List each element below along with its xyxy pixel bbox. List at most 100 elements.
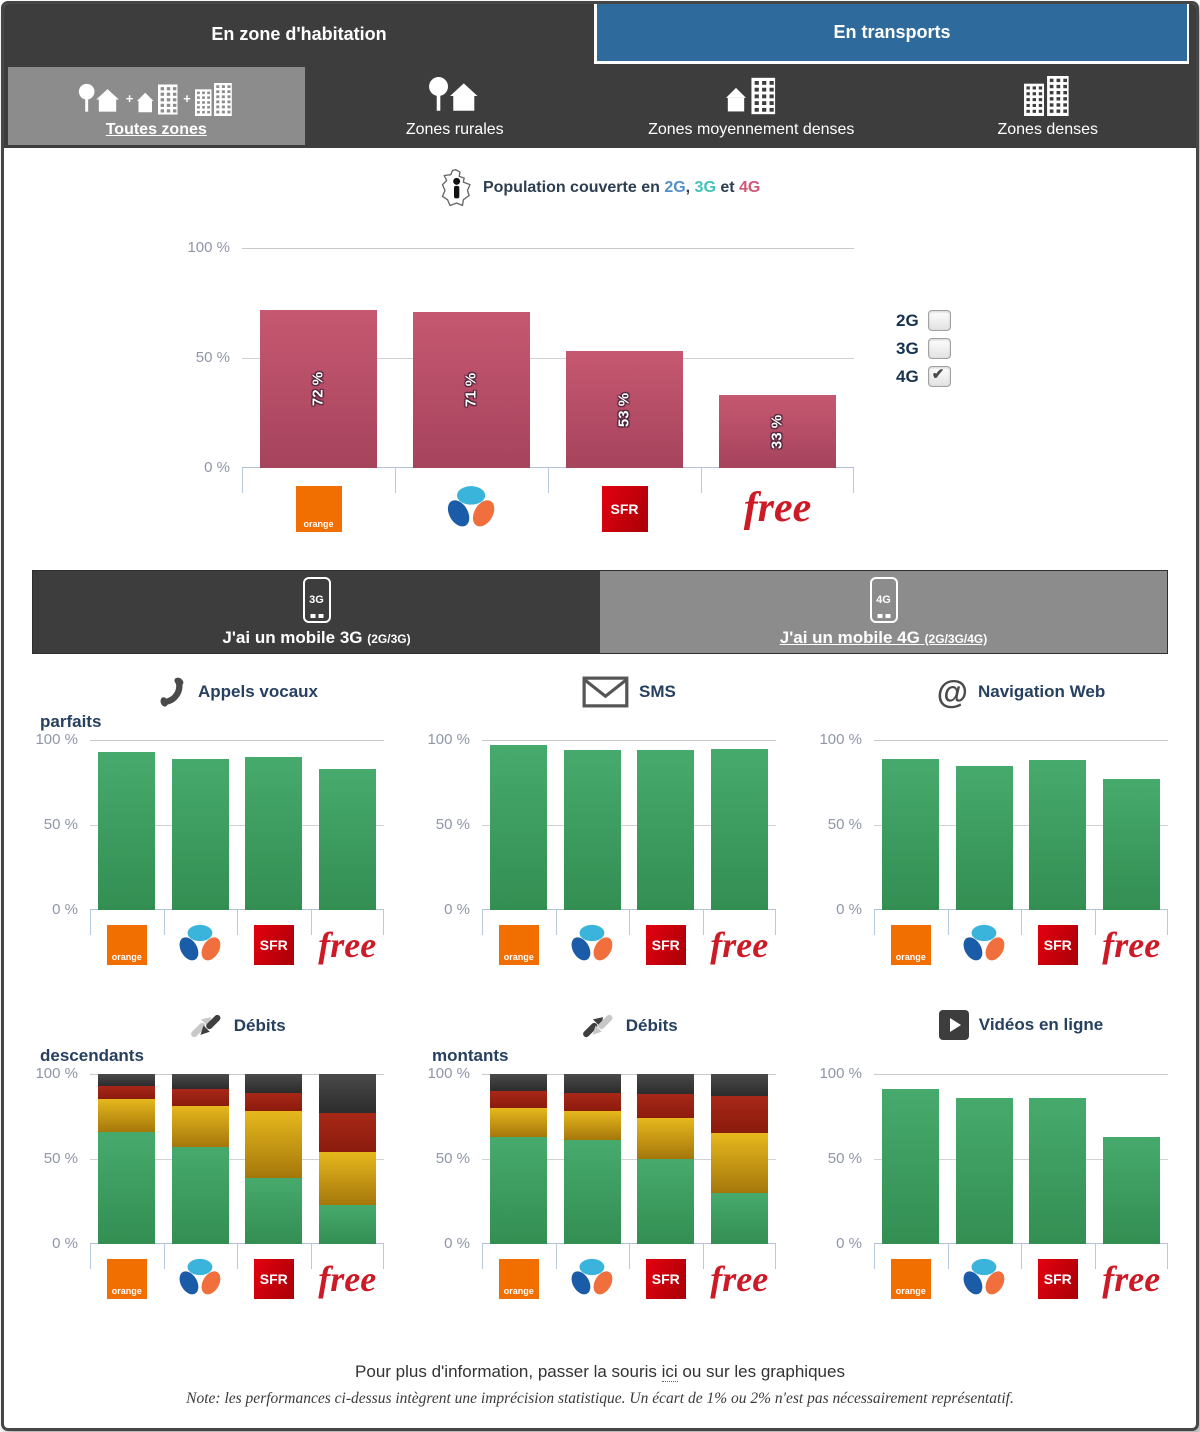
chart-title: Appels vocaux [198,682,318,701]
dense-icon [1023,76,1072,116]
sms-sfr-bar[interactable] [637,750,695,910]
charts-row-2: Débits descendants 100 % 50 % 0 % orange SFR… [12,1010,1188,1302]
appels-bouygues-bar[interactable] [171,758,229,910]
coverage-plot-area: 100 % 50 % 0 % 72 % 71 % 53 % 33 % [187,239,854,476]
up-free-bar[interactable] [710,1074,768,1244]
videos-sfr-bar[interactable] [1029,1097,1087,1244]
tree-house-icon [78,83,121,116]
chart-title-block: Débits descendants [40,1010,384,1074]
bouygues-logo-cell [556,910,630,968]
axis-tick [629,1244,630,1269]
up-orange-bar[interactable] [490,1074,548,1244]
coverage-bouygues-cell: 71 % [395,248,548,468]
ytick-label-0: 0 % [444,1235,470,1252]
chart-title-line2: montants [432,1046,509,1065]
down-bouygues-bar[interactable] [171,1074,229,1244]
sms-chart: 100 % 50 % 0 % orange SFR free [427,731,776,968]
coverage-sfr-bar[interactable]: 53 % [565,351,684,468]
web-free-bar[interactable] [1102,779,1160,910]
up-sfr-bar[interactable] [637,1074,695,1244]
bouygues-logo-cell [164,1244,238,1302]
tab-en-zone-habitation[interactable]: En zone d'habitation [4,4,594,64]
web-orange-bar[interactable] [882,758,940,910]
axis-tick [555,910,557,935]
zone-tab-zones-rurales[interactable]: Zones rurales [307,64,604,148]
bar-value-label: 33 % [768,414,786,449]
sms-free-bar[interactable] [710,748,768,910]
down-sfr-bar[interactable] [245,1074,303,1244]
sfr-logo-cell: SFR [1021,1244,1095,1302]
zone-tab-zones-denses[interactable]: Zones denses [900,64,1197,148]
web-bouygues-bar[interactable] [955,765,1013,910]
gridline-50 [90,825,384,826]
appels-sfr-bar[interactable] [245,757,303,910]
axis-baseline [874,909,1168,910]
phone-4g-icon: 4G [869,576,898,623]
checkbox-3g[interactable] [927,338,951,359]
axis-tick [1094,1244,1096,1269]
down-free-bar[interactable] [318,1074,376,1244]
bouygues-logo-cell [948,1244,1022,1302]
at-sign-icon: @ [936,674,968,710]
axis-baseline [90,909,384,910]
coverage-orange-bar[interactable]: 72 % [259,309,378,468]
tab-mobile-4g[interactable]: 4G J'ai un mobile 4G (2G/3G/4G) [600,571,1167,653]
down-orange-segment-jaune [98,1099,156,1132]
coverage-free-bar[interactable]: 33 % [718,395,837,468]
up-free-segment-gris [710,1074,768,1097]
ytick-label-100: 100 % [819,1065,862,1082]
down-x-axis: orange SFR free [90,1244,384,1302]
free-logo: free [710,924,769,965]
axis-baseline [874,1243,1168,1244]
sfr-logo: SFR [253,1259,294,1299]
bouygues-logo-cell [948,910,1022,968]
zone-tab-toutes-zones[interactable]: + + Toutes zones [8,67,305,145]
gridline-100 [90,1074,384,1075]
appels-orange-bar[interactable] [98,751,156,910]
zone-tab-label: Zones moyennement denses [648,121,855,138]
appels-vocaux-chart-block: Appels vocaux parfaits 100 % 50 % 0 % orang… [12,676,404,968]
gridline-100 [874,1074,1168,1075]
orange-logo: orange [106,925,147,965]
videos-sfr-cell [1021,1074,1095,1244]
checkbox-2g[interactable] [927,310,951,331]
axis-tick [90,1244,91,1269]
web-sfr-bar[interactable] [1029,760,1087,910]
free-logo: free [743,485,812,532]
plus-separator: + [125,91,134,106]
coverage-bouygues-bar[interactable]: 71 % [412,311,531,468]
axis-baseline [90,1243,384,1244]
appels-free-bar[interactable] [318,768,376,910]
sms-orange-cell [482,740,556,910]
down-orange-bar[interactable] [98,1074,156,1244]
videos-plot-area: 100 % 50 % 0 % [819,1065,1168,1252]
checkbox-4g[interactable] [927,365,951,387]
tab-mobile-3g[interactable]: 3G J'ai un mobile 3G (2G/3G) [33,571,600,653]
free-logo-cell: free [703,1244,777,1302]
coverage-title-2g: 2G [664,179,686,196]
videos-bars [874,1074,1168,1244]
footer: Pour plus d'information, passer la souri… [4,1348,1196,1428]
videos-bouygues-cell [948,1074,1022,1244]
sms-bouygues-bar[interactable] [563,750,621,910]
down-sfr-cell [237,1074,311,1244]
tab-en-transports[interactable]: En transports [594,4,1189,64]
videos-en-ligne-chart: 100 % 50 % 0 % orange SFR free [819,1065,1168,1302]
axis-tick [310,1244,312,1269]
videos-free-bar[interactable] [1102,1136,1160,1244]
zone-tab-zones-moyennement-denses[interactable]: Zones moyennement denses [603,64,900,148]
web-orange-cell [874,740,948,910]
videos-orange-bar[interactable] [882,1089,940,1244]
sfr-logo-cell: SFR [629,910,703,968]
tab-label: En zone d'habitation [211,23,387,44]
sms-orange-bar[interactable] [490,745,548,910]
ytick-label-50: 50 % [43,1150,78,1167]
videos-bouygues-bar[interactable] [955,1097,1013,1244]
down-bouygues-segment-gris [171,1074,229,1090]
debits-descendants-chart-block: Débits descendants 100 % 50 % 0 % orange SFR… [12,1010,404,1302]
up-bouygues-bar[interactable] [563,1074,621,1244]
note-line: Note: les performances ci-dessus intègre… [186,1390,1014,1407]
up-bouygues-segment-jaune [563,1111,621,1141]
axis-tick [310,910,312,935]
ici-link[interactable]: ici [661,1362,678,1382]
